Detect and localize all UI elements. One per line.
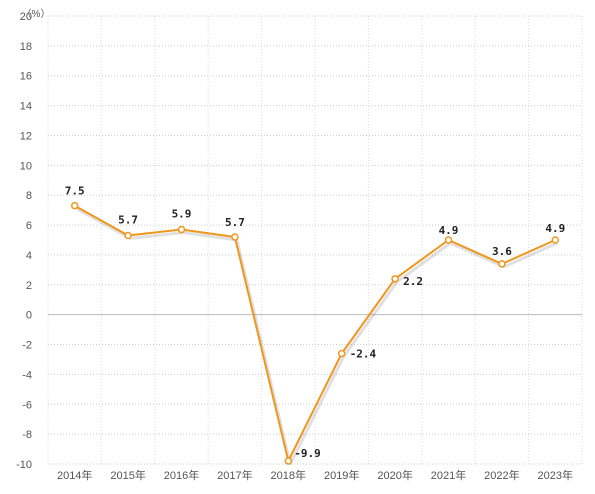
data-point	[177, 225, 186, 234]
y-tick-label: 0	[26, 310, 32, 322]
x-tick-label: 2016年	[164, 468, 199, 482]
data-label: -2.4	[350, 347, 377, 360]
data-point	[498, 260, 506, 268]
y-tick-label: 20	[20, 11, 32, 23]
data-label: 5.7	[118, 214, 138, 227]
x-tick-label: 2017年	[217, 468, 252, 482]
data-point	[337, 349, 346, 358]
y-tick-label: -4	[22, 369, 32, 381]
y-tick-label: 8	[26, 190, 32, 202]
y-tick-label: 16	[20, 71, 32, 83]
y-tick-label: 14	[20, 101, 32, 113]
y-tick-label: 4	[26, 250, 32, 262]
y-unit-label: （%）	[22, 8, 51, 20]
y-tick-label: 6	[26, 220, 32, 232]
series-line-shadow	[75, 207, 558, 466]
data-label: 4.9	[545, 222, 565, 235]
x-tick-label: 2021年	[431, 468, 466, 482]
data-label: 7.5	[65, 185, 85, 198]
x-tick-label: 2022年	[484, 468, 519, 482]
y-tick-label: 10	[20, 160, 32, 172]
data-label: 3.6	[492, 245, 512, 258]
data-label: 5.9	[172, 208, 192, 221]
y-tick-label: -6	[22, 399, 32, 411]
x-tick-label: 2015年	[110, 468, 145, 482]
y-tick-label: -2	[22, 340, 32, 352]
data-label: -9.9	[294, 447, 321, 460]
data-label: 2.2	[403, 275, 423, 288]
y-tick-label: -8	[22, 429, 32, 441]
series-line	[74, 204, 556, 462]
data-point	[231, 233, 239, 241]
data-point	[124, 231, 132, 240]
x-tick-label: 2023年	[538, 468, 573, 482]
data-point	[391, 275, 399, 283]
data-point	[444, 236, 453, 244]
x-tick-label: 2019年	[324, 468, 359, 482]
x-tick-label: 2014年	[57, 468, 92, 482]
data-point	[70, 201, 79, 210]
y-tick-label: 12	[20, 130, 32, 142]
y-tick-label: 18	[20, 41, 32, 53]
data-label: 5.7	[225, 216, 245, 229]
x-tick-label: 2018年	[271, 468, 306, 482]
data-point	[551, 236, 560, 244]
y-tick-label: -10	[16, 459, 32, 471]
y-tick-label: 2	[26, 280, 32, 292]
data-label: 4.9	[439, 224, 459, 237]
x-tick-label: 2020年	[377, 468, 412, 482]
data-point	[284, 457, 293, 465]
